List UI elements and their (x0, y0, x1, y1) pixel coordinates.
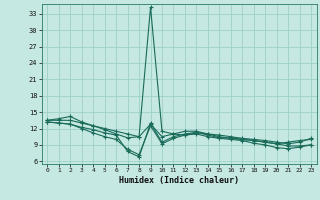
X-axis label: Humidex (Indice chaleur): Humidex (Indice chaleur) (119, 176, 239, 185)
